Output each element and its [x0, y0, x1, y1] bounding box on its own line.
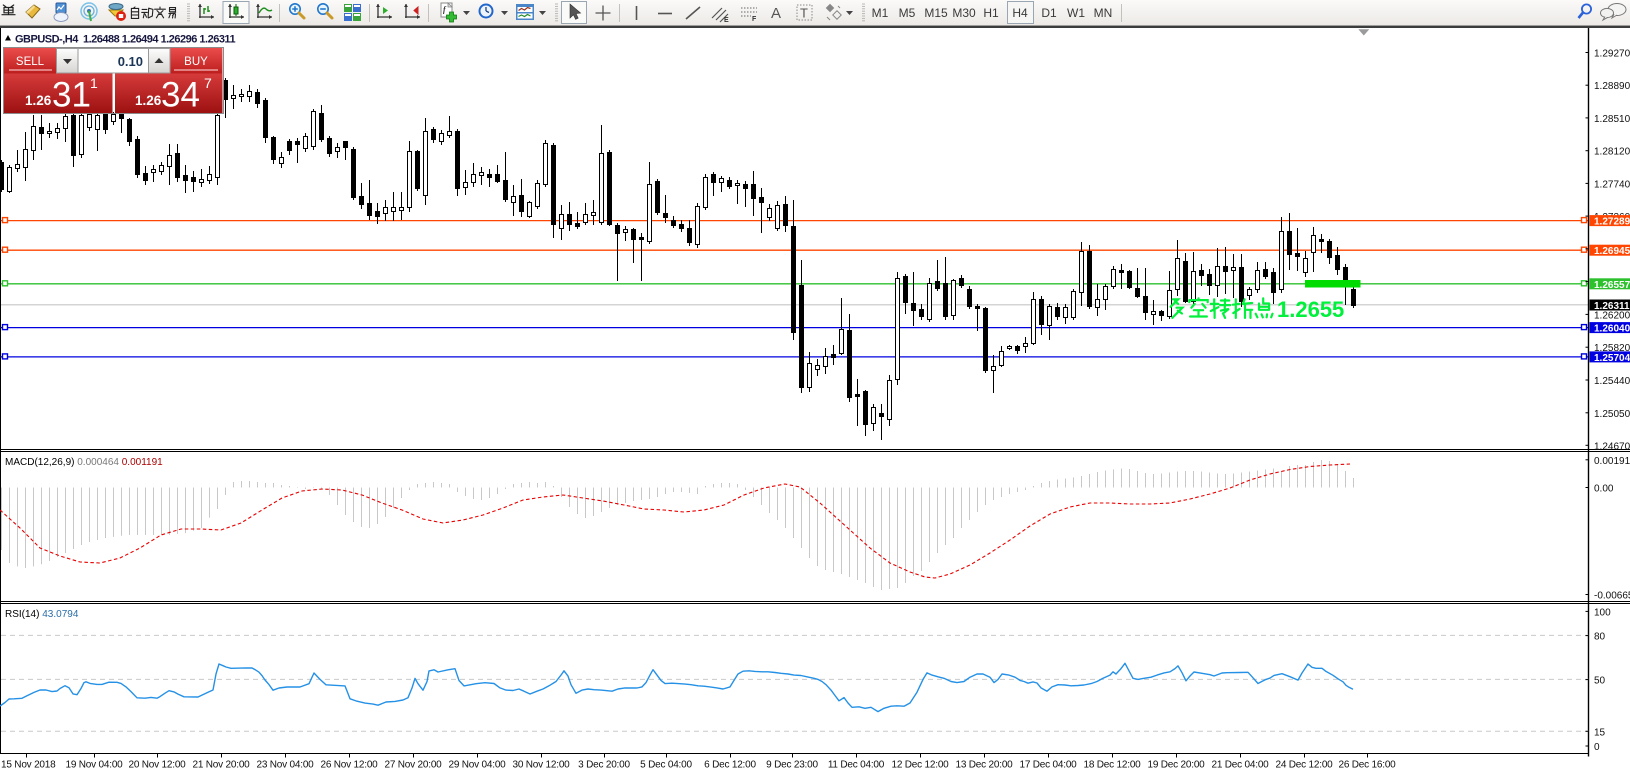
svg-text:M1: M1 [872, 6, 889, 20]
svg-text:1: 1 [90, 75, 98, 91]
svg-text:E: E [724, 17, 729, 24]
svg-text:24 Dec 12:00: 24 Dec 12:00 [1275, 760, 1333, 771]
svg-text:27 Nov 20:00: 27 Nov 20:00 [384, 760, 442, 771]
svg-text:19 Dec 20:00: 19 Dec 20:00 [1147, 760, 1205, 771]
svg-text:1.26557: 1.26557 [1594, 280, 1630, 291]
svg-text:30 Nov 12:00: 30 Nov 12:00 [512, 760, 570, 771]
svg-text:0.00: 0.00 [1594, 484, 1614, 495]
svg-text:29 Nov 04:00: 29 Nov 04:00 [448, 760, 506, 771]
svg-text:1.25440: 1.25440 [1594, 376, 1630, 387]
svg-text:1.2655: 1.2655 [1277, 297, 1344, 322]
svg-text:D1: D1 [1041, 6, 1057, 20]
svg-text:RSI(14) 43.0794: RSI(14) 43.0794 [5, 609, 79, 620]
svg-text:SELL: SELL [16, 56, 45, 68]
svg-text:18 Dec 12:00: 18 Dec 12:00 [1083, 760, 1141, 771]
svg-text:21 Nov 20:00: 21 Nov 20:00 [192, 760, 250, 771]
svg-text:31: 31 [52, 76, 91, 115]
svg-text:1.25820: 1.25820 [1594, 343, 1630, 354]
svg-text:1.26: 1.26 [135, 93, 162, 108]
svg-text:M30: M30 [952, 6, 976, 20]
svg-text:19 Nov 04:00: 19 Nov 04:00 [65, 760, 123, 771]
svg-text:11 Dec 04:00: 11 Dec 04:00 [828, 760, 885, 771]
svg-text:1.26040: 1.26040 [1594, 324, 1630, 335]
svg-text:0: 0 [1594, 742, 1600, 753]
svg-text:1.26311: 1.26311 [1594, 301, 1630, 312]
svg-text:1.29270: 1.29270 [1594, 49, 1630, 60]
svg-text:0.001915: 0.001915 [1594, 456, 1630, 467]
svg-text:BUY: BUY [184, 56, 208, 68]
svg-text:100: 100 [1594, 607, 1611, 618]
svg-text:26 Nov 12:00: 26 Nov 12:00 [320, 760, 378, 771]
svg-text:1.28510: 1.28510 [1594, 114, 1630, 125]
svg-text:9 Dec 23:00: 9 Dec 23:00 [766, 760, 818, 771]
svg-text:21 Dec 04:00: 21 Dec 04:00 [1211, 760, 1269, 771]
svg-text:MACD(12,26,9) 0.000464 0.00119: MACD(12,26,9) 0.000464 0.001191 [5, 457, 163, 468]
svg-text:W1: W1 [1067, 6, 1085, 20]
svg-text:f: f [443, 5, 447, 14]
svg-text:1.25050: 1.25050 [1594, 409, 1630, 420]
svg-text:80: 80 [1594, 632, 1606, 643]
svg-text:F: F [752, 16, 757, 23]
svg-text:15: 15 [1594, 727, 1606, 738]
svg-text:1.24670: 1.24670 [1594, 441, 1630, 452]
svg-text:0.10: 0.10 [118, 54, 143, 69]
svg-text:1.28120: 1.28120 [1594, 147, 1630, 158]
svg-text:15 Nov 2018: 15 Nov 2018 [1, 760, 56, 771]
svg-text:50: 50 [1594, 676, 1606, 687]
svg-text:6 Dec 12:00: 6 Dec 12:00 [704, 760, 756, 771]
svg-text:GBPUSD-,H4 1.26488 1.26494 1.: GBPUSD-,H4 1.26488 1.26494 1.26296 1.263… [15, 34, 235, 46]
svg-text:M15: M15 [924, 6, 948, 20]
svg-text:-0.0066595: -0.0066595 [1594, 591, 1630, 602]
svg-text:12 Dec 12:00: 12 Dec 12:00 [891, 760, 949, 771]
svg-text:M5: M5 [899, 6, 916, 20]
svg-text:1.25704: 1.25704 [1594, 353, 1630, 364]
svg-text:7: 7 [204, 75, 212, 91]
svg-text:1.27289: 1.27289 [1594, 217, 1630, 228]
svg-text:1.28890: 1.28890 [1594, 81, 1630, 92]
svg-text:H1: H1 [983, 6, 999, 20]
svg-text:20 Nov 12:00: 20 Nov 12:00 [128, 760, 186, 771]
svg-text:1.26945: 1.26945 [1594, 246, 1630, 257]
svg-text:T: T [800, 6, 808, 21]
svg-text:26 Dec 16:00: 26 Dec 16:00 [1338, 760, 1396, 771]
svg-text:34: 34 [161, 76, 200, 115]
svg-text:17 Dec 04:00: 17 Dec 04:00 [1019, 760, 1077, 771]
svg-text:3 Dec 20:00: 3 Dec 20:00 [578, 760, 630, 771]
svg-text:23 Nov 04:00: 23 Nov 04:00 [256, 760, 314, 771]
svg-text:5 Dec 04:00: 5 Dec 04:00 [640, 760, 692, 771]
svg-text:H4: H4 [1012, 6, 1028, 20]
svg-text:1.26: 1.26 [25, 93, 52, 108]
svg-text:A: A [771, 5, 781, 22]
svg-text:1.26200: 1.26200 [1594, 310, 1630, 321]
svg-text:MN: MN [1094, 6, 1113, 20]
svg-text:13 Dec 20:00: 13 Dec 20:00 [955, 760, 1013, 771]
svg-text:1.27740: 1.27740 [1594, 179, 1630, 190]
